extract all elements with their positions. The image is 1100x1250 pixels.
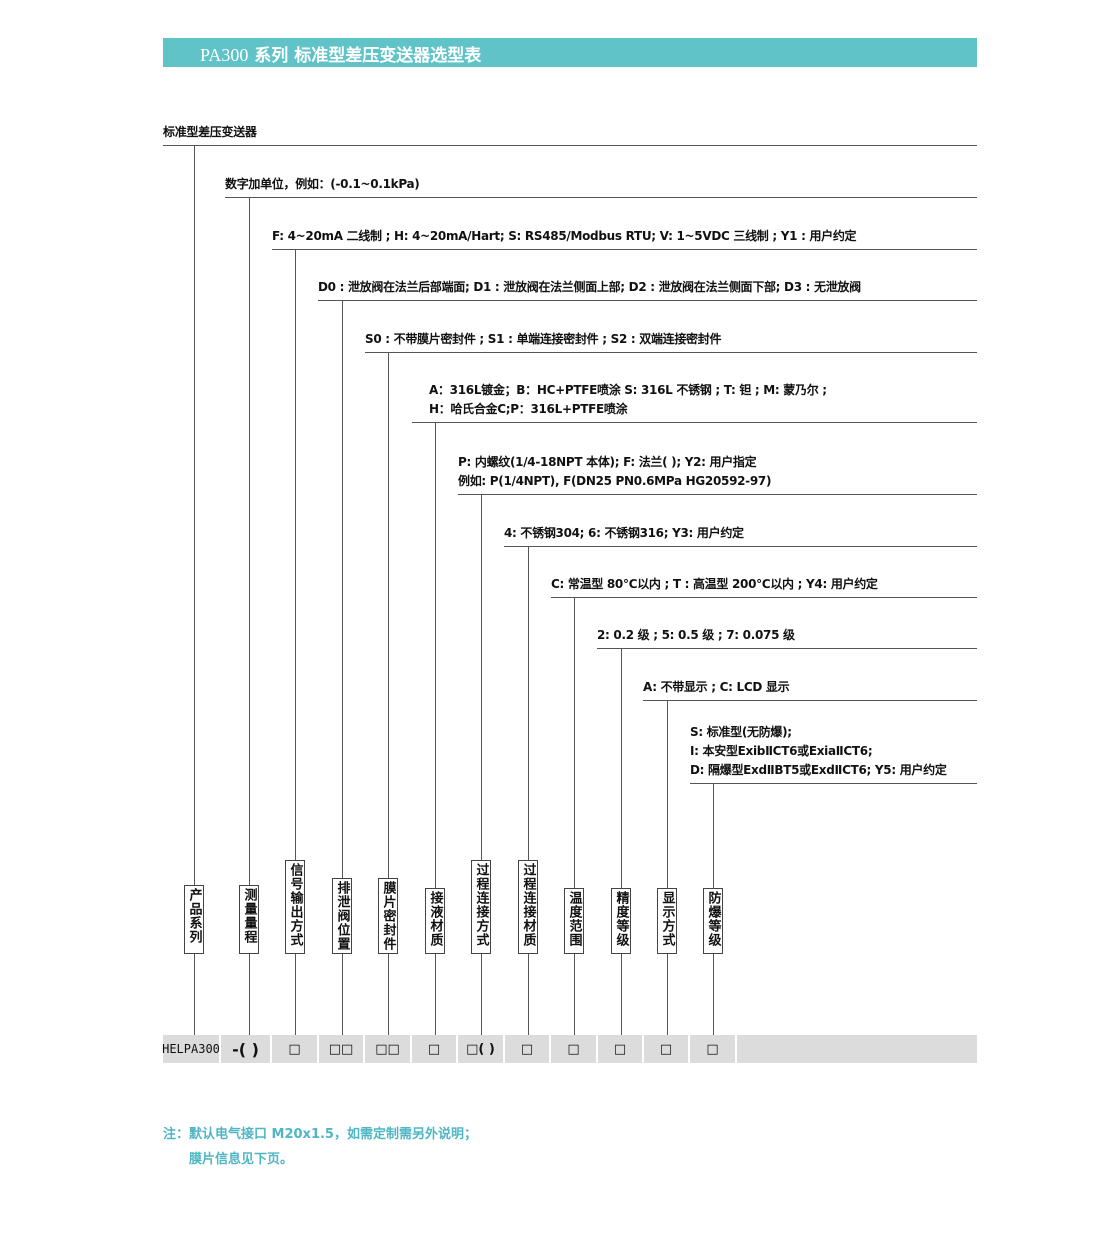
field-label-text: 精度等级 bbox=[613, 891, 629, 947]
option-line: 数字加单位，例如：(-0.1~0.1kPa) bbox=[225, 177, 420, 191]
level-options: D0 : 泄放阀在法兰后部端面; D1 : 泄放阀在法兰侧面上部; D2 : 泄… bbox=[318, 278, 861, 297]
connector-line bbox=[435, 422, 436, 1035]
option-line: C: 常温型 80℃以内 ; T : 高温型 200℃以内 ; Y4: 用户约定 bbox=[551, 577, 878, 591]
option-line: S: 标准型(无防爆); bbox=[690, 725, 792, 739]
level-line bbox=[225, 197, 977, 198]
field-label: 测量量程 bbox=[239, 885, 259, 954]
code-cell-blank bbox=[737, 1035, 977, 1063]
field-label-text: 防爆等级 bbox=[705, 891, 721, 947]
option-line: D0 : 泄放阀在法兰后部端面; D1 : 泄放阀在法兰侧面上部; D2 : 泄… bbox=[318, 280, 861, 294]
option-line: 4: 不锈钢304; 6: 不锈钢316; Y3: 用户约定 bbox=[504, 526, 744, 540]
level-options: S: 标准型(无防爆); I: 本安型ExibⅡCT6或ExiaⅡCT6; D: 隔… bbox=[690, 723, 947, 780]
option-line: H：哈氏合金C;P：316L+PTFE喷涂 bbox=[429, 402, 628, 416]
field-label: 过程连接材质 bbox=[518, 860, 538, 954]
option-line: S0 : 不带膜片密封件 ; S1 : 单端连接密封件 ; S2 : 双端连接密… bbox=[365, 332, 722, 346]
field-label-text: 过程连接方式 bbox=[473, 863, 489, 947]
connector-line bbox=[295, 249, 296, 1035]
connector-line bbox=[249, 197, 250, 1035]
field-label: 过程连接方式 bbox=[471, 860, 491, 954]
field-label: 产品系列 bbox=[184, 885, 204, 954]
level-line bbox=[412, 422, 977, 423]
page-title: PA300 系列 标准型差压变送器选型表 bbox=[200, 41, 481, 66]
level-line bbox=[163, 145, 977, 146]
field-label-text: 信号输出方式 bbox=[287, 863, 303, 947]
field-label: 精度等级 bbox=[611, 888, 631, 954]
level-options: F: 4~20mA 二线制 ; H: 4~20mA/Hart; S: RS485… bbox=[272, 227, 857, 246]
model-name: PA300 bbox=[200, 45, 249, 65]
field-label-text: 排泄阀位置 bbox=[334, 881, 350, 951]
footnote: 注：默认电气接口 M20x1.5，如需定制需另外说明； 膜片信息见下页。 bbox=[163, 1122, 477, 1172]
field-label: 接液材质 bbox=[425, 888, 445, 954]
level-line bbox=[690, 783, 977, 784]
field-label: 防爆等级 bbox=[703, 888, 723, 954]
level-options: 标准型差压变送器 bbox=[163, 123, 257, 142]
note-line-2: 膜片信息见下页。 bbox=[189, 1152, 294, 1167]
connector-line bbox=[528, 546, 529, 1035]
code-cell: □ bbox=[644, 1035, 688, 1063]
field-label-text: 接液材质 bbox=[427, 891, 443, 947]
field-label: 温度范围 bbox=[564, 888, 584, 954]
code-cell: -( ) bbox=[221, 1035, 270, 1063]
level-line bbox=[458, 494, 977, 495]
level-options: C: 常温型 80℃以内 ; T : 高温型 200℃以内 ; Y4: 用户约定 bbox=[551, 575, 878, 594]
connector-line bbox=[388, 352, 389, 1035]
field-label-text: 测量量程 bbox=[241, 888, 257, 944]
note-line-1: 注：默认电气接口 M20x1.5，如需定制需另外说明； bbox=[163, 1127, 477, 1142]
field-label: 显示方式 bbox=[657, 888, 677, 954]
connector-line bbox=[574, 597, 575, 1035]
code-cell: HELPA300 bbox=[162, 1035, 220, 1063]
connector-line bbox=[667, 700, 668, 1035]
level-line bbox=[318, 300, 977, 301]
connector-line bbox=[481, 494, 482, 1035]
option-line: A：316L镀金；B：HC+PTFE喷涂 S: 316L 不锈钢 ; T: 钽 … bbox=[429, 383, 827, 397]
option-line: 例如: P(1/4NPT), F(DN25 PN0.6MPa HG20592-9… bbox=[458, 474, 772, 488]
code-cell: □( ) bbox=[458, 1035, 503, 1063]
code-cell: □ bbox=[272, 1035, 317, 1063]
connector-line bbox=[194, 145, 195, 1035]
code-cell: □□ bbox=[365, 1035, 410, 1063]
model-code-row: HELPA300 -( ) □ □□ □□ □ □( ) □ □ □ □ □ bbox=[162, 1035, 977, 1063]
field-label-text: 产品系列 bbox=[186, 888, 202, 944]
level-line bbox=[272, 249, 977, 250]
option-line: A: 不带显示 ; C: LCD 显示 bbox=[643, 680, 790, 694]
level-options: A: 不带显示 ; C: LCD 显示 bbox=[643, 678, 790, 697]
level-line bbox=[551, 597, 977, 598]
option-line: P: 内螺纹(1/4-18NPT 本体); F: 法兰( ); Y2: 用户指定 bbox=[458, 455, 757, 469]
code-cell: □ bbox=[598, 1035, 642, 1063]
connector-line bbox=[342, 300, 343, 1035]
level-options: A：316L镀金；B：HC+PTFE喷涂 S: 316L 不锈钢 ; T: 钽 … bbox=[429, 381, 827, 419]
level-options: 4: 不锈钢304; 6: 不锈钢316; Y3: 用户约定 bbox=[504, 524, 744, 543]
field-label-text: 温度范围 bbox=[566, 891, 582, 947]
option-line: F: 4~20mA 二线制 ; H: 4~20mA/Hart; S: RS485… bbox=[272, 229, 857, 243]
title-text: 系列 标准型差压变送器选型表 bbox=[254, 46, 482, 66]
level-line bbox=[504, 546, 977, 547]
code-cell: □□ bbox=[319, 1035, 363, 1063]
option-line: D: 隔爆型ExdⅡBT5或ExdⅡCT6; Y5: 用户约定 bbox=[690, 763, 947, 777]
title-banner bbox=[163, 38, 977, 67]
level-options: 2: 0.2 级 ; 5: 0.5 级 ; 7: 0.075 级 bbox=[597, 626, 795, 645]
level-options: P: 内螺纹(1/4-18NPT 本体); F: 法兰( ); Y2: 用户指定… bbox=[458, 453, 771, 491]
level-line bbox=[597, 648, 977, 649]
connector-line bbox=[621, 648, 622, 1035]
field-label: 信号输出方式 bbox=[285, 860, 305, 954]
field-label-text: 过程连接材质 bbox=[520, 863, 536, 947]
code-cell: □ bbox=[505, 1035, 549, 1063]
code-cell: □ bbox=[412, 1035, 456, 1063]
level-options: 数字加单位，例如：(-0.1~0.1kPa) bbox=[225, 175, 420, 194]
level-line bbox=[365, 352, 977, 353]
level-line bbox=[643, 700, 977, 701]
level-options: S0 : 不带膜片密封件 ; S1 : 单端连接密封件 ; S2 : 双端连接密… bbox=[365, 330, 721, 349]
code-cell: □ bbox=[690, 1035, 735, 1063]
option-line: I: 本安型ExibⅡCT6或ExiaⅡCT6; bbox=[690, 744, 873, 758]
option-line: 2: 0.2 级 ; 5: 0.5 级 ; 7: 0.075 级 bbox=[597, 628, 795, 642]
option-line: 标准型差压变送器 bbox=[163, 125, 257, 139]
field-label-text: 膜片密封件 bbox=[380, 881, 396, 951]
field-label-text: 显示方式 bbox=[659, 891, 675, 947]
code-cell: □ bbox=[551, 1035, 596, 1063]
field-label: 膜片密封件 bbox=[378, 878, 398, 954]
field-label: 排泄阀位置 bbox=[332, 878, 352, 954]
